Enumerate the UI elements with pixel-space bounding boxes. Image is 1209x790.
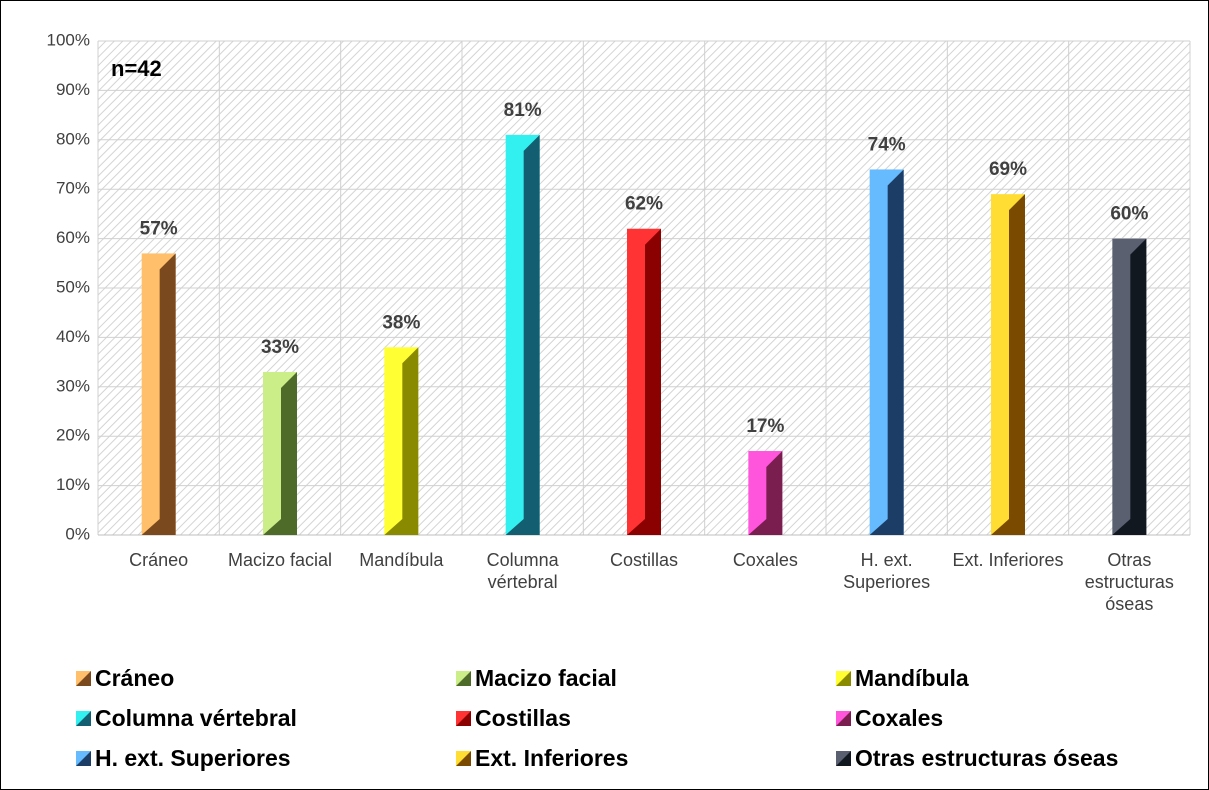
x-tick-label: H. ext. Superiores	[843, 550, 931, 592]
bar-side	[263, 371, 297, 535]
bar-side	[627, 228, 661, 535]
bar-side	[1112, 238, 1147, 535]
bar-side	[748, 451, 783, 535]
legend-swatch	[456, 670, 471, 686]
legend-swatch-side	[836, 750, 851, 766]
bar-side	[869, 169, 904, 535]
value-label: 57%	[140, 218, 178, 239]
value-label: 60%	[1110, 204, 1148, 225]
legend-swatch	[456, 750, 471, 766]
legend-label: Columna vértebral	[95, 704, 297, 731]
value-label: 81%	[504, 100, 542, 121]
legend-label: Cráneo	[95, 664, 175, 691]
legend-swatch	[836, 670, 851, 686]
y-tick-label: 30%	[56, 376, 90, 395]
y-tick-label: 80%	[56, 129, 90, 148]
value-label: 38%	[382, 312, 420, 333]
legend-label: Macizo facial	[475, 664, 617, 691]
value-label: 62%	[625, 194, 663, 215]
legend-swatch-side	[456, 710, 471, 726]
y-tick-label: 0%	[65, 524, 90, 543]
legend-label: H. ext. Superiores	[95, 744, 291, 771]
bar-side	[991, 194, 1025, 535]
value-label: 17%	[746, 416, 784, 437]
value-label: 69%	[989, 159, 1027, 180]
bar-side	[505, 134, 540, 536]
legend-swatch-side	[836, 670, 851, 686]
legend-label: Costillas	[475, 704, 571, 731]
legend-label: Ext. Inferiores	[475, 744, 629, 771]
legend-entry: Columna vértebral	[76, 704, 297, 732]
legend-entry: Otras estructuras óseas	[836, 744, 1118, 772]
x-tick-label: Columna vértebral	[486, 550, 559, 592]
y-tick-label: 40%	[56, 327, 90, 346]
value-label: 33%	[261, 337, 299, 358]
legend-swatch	[456, 710, 471, 726]
y-tick-label: 20%	[56, 426, 90, 445]
legend-swatch	[836, 750, 851, 766]
annotation: n=42	[111, 56, 162, 81]
legend-swatch	[836, 710, 851, 726]
y-tick-label: 50%	[56, 277, 90, 296]
legend-entry: Mandíbula	[836, 664, 969, 692]
x-tick-label: Cráneo	[129, 550, 189, 570]
x-tick-label: Ext. Inferiores	[952, 550, 1064, 570]
x-tick-label: Otras estructuras óseas	[1084, 550, 1174, 614]
legend-swatch-side	[456, 750, 471, 766]
legend-entry: Costillas	[456, 704, 571, 732]
legend-label: Mandíbula	[855, 664, 969, 691]
bar-side	[141, 253, 176, 536]
legend-entry: Macizo facial	[456, 664, 617, 692]
legend-swatch-side	[76, 670, 91, 686]
legend-swatch-side	[836, 710, 851, 726]
x-tick-label: Mandíbula	[359, 550, 444, 570]
x-tick-label: Macizo facial	[227, 550, 333, 570]
legend-swatch	[76, 710, 91, 726]
legend-swatch-side	[76, 710, 91, 726]
y-tick-label: 100%	[47, 30, 90, 49]
x-tick-label: Coxales	[732, 550, 798, 570]
legend-entry: Cráneo	[76, 664, 174, 692]
x-tick-label: Costillas	[609, 550, 679, 570]
legend-swatch	[76, 750, 91, 766]
legend-entry: Coxales	[836, 704, 943, 732]
legend-entry: H. ext. Superiores	[76, 744, 291, 772]
y-tick-label: 60%	[56, 228, 90, 247]
y-tick-label: 10%	[56, 475, 90, 494]
legend-swatch-side	[456, 670, 471, 686]
legend-label: Coxales	[855, 704, 944, 731]
value-label: 74%	[868, 134, 906, 155]
bar-side	[384, 347, 419, 535]
legend-swatch-side	[76, 750, 91, 766]
legend-entry: Ext. Inferiores	[456, 744, 628, 772]
legend-label: Otras estructuras óseas	[855, 744, 1119, 771]
legend-swatch	[76, 670, 91, 686]
y-tick-label: 70%	[56, 179, 90, 198]
y-tick-label: 90%	[56, 80, 90, 99]
